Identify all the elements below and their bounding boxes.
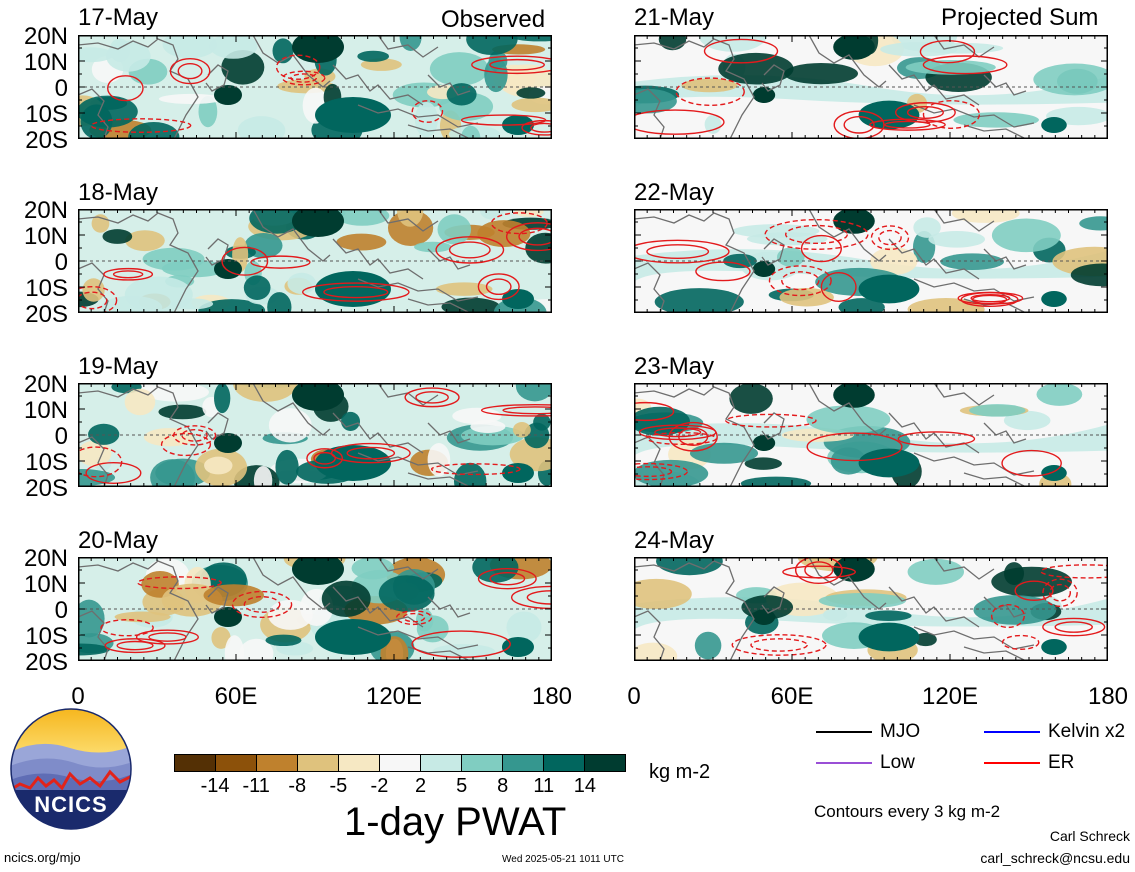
author-email[interactable]: carl_schreck@ncsu.edu (980, 850, 1130, 866)
lat-label: 0 (54, 597, 68, 624)
colorbar-tick-label: -14 (200, 775, 230, 797)
lat-label: 10S (25, 449, 68, 476)
lat-label: 20S (25, 649, 68, 676)
lon-label-left-60e: 60E (214, 683, 258, 710)
lat-label: 10N (23, 223, 68, 250)
lat-label: 10N (23, 397, 68, 424)
legend-low: Low (816, 752, 915, 774)
map-panel-23-may (634, 383, 1108, 487)
timestamp: Wed 2025-05-21 1011 UTC (502, 854, 624, 865)
panel-date-17-may: 17-May (78, 4, 159, 31)
legend-mjo-label: MJO (880, 721, 921, 742)
map-panel-20-may (78, 557, 552, 661)
colorbar-swatch (420, 755, 461, 771)
panel-label-observed: Observed (441, 6, 546, 33)
legend-low-line (816, 761, 872, 764)
lon-label-right-120e: 120E (921, 683, 979, 710)
panel-date-20-may: 20-May (78, 527, 159, 554)
panel-date-21-may: 21-May (634, 4, 715, 31)
colorbar-units: kg m-2 (649, 761, 711, 783)
legend-kelvin: Kelvin x2 (984, 721, 1125, 743)
lat-label: 0 (54, 75, 68, 102)
lat-label: 0 (54, 249, 68, 276)
legend-low-label: Low (880, 752, 915, 773)
lat-label: 0 (54, 423, 68, 450)
colorbar-tick-label: 5 (456, 775, 468, 797)
legend-er: ER (984, 752, 1074, 774)
lat-label: 20S (25, 301, 68, 328)
map-panel-21-may (634, 35, 1108, 139)
lat-label: 20N (23, 371, 68, 398)
lat-label: 20N (23, 197, 68, 224)
map-panel-22-may (634, 209, 1108, 313)
lon-label-right-180: 180 (1087, 683, 1129, 710)
contours-note: Contours every 3 kg m-2 (814, 802, 1001, 821)
colorbar-swatch (175, 755, 215, 771)
map-panel-19-may (78, 383, 552, 487)
colorbar-swatch (297, 755, 338, 771)
colorbar-swatch (461, 755, 502, 771)
colorbar (174, 754, 626, 772)
colorbar-swatch (256, 755, 297, 771)
lon-label-left-120e: 120E (365, 683, 423, 710)
lat-label: 20N (23, 23, 68, 50)
panel-date-23-may: 23-May (634, 353, 715, 380)
legend-kelvin-label: Kelvin x2 (1048, 721, 1126, 742)
colorbar-tick-label: 8 (497, 775, 509, 797)
colorbar-swatch (502, 755, 543, 771)
map-panel-24-may (634, 557, 1108, 661)
lat-label: 20S (25, 127, 68, 154)
legend-mjo: MJO (816, 721, 920, 743)
lat-label: 20S (25, 475, 68, 502)
colorbar-tick-label: -8 (288, 775, 307, 797)
colorbar-title: 1-day PWAT (344, 800, 567, 844)
colorbar-swatch (584, 755, 625, 771)
panel-date-18-may: 18-May (78, 179, 159, 206)
panel-label-projected-sum: Projected Sum (941, 4, 1099, 31)
lon-label-left-180: 180 (531, 683, 573, 710)
colorbar-tick-label: 14 (573, 775, 597, 797)
legend-er-line (984, 761, 1040, 764)
lat-label: 10S (25, 623, 68, 650)
colorbar-swatch (215, 755, 256, 771)
lon-label-left-0: 0 (71, 683, 85, 710)
map-panel-17-may (78, 35, 552, 139)
lon-label-right-0: 0 (627, 683, 641, 710)
panel-date-22-may: 22-May (634, 179, 715, 206)
colorbar-swatch (338, 755, 379, 771)
panel-date-24-may: 24-May (634, 527, 715, 554)
lat-label: 10S (25, 101, 68, 128)
colorbar-tick-label: -11 (242, 775, 270, 797)
author: Carl Schreck (1049, 828, 1130, 844)
lat-label: 10S (25, 275, 68, 302)
legend-mjo-line (816, 730, 872, 733)
colorbar-tick-label: -5 (329, 775, 348, 797)
lat-label: 10N (23, 49, 68, 76)
lon-label-right-60e: 60E (770, 683, 814, 710)
map-panel-18-may (78, 209, 552, 313)
colorbar-swatch (543, 755, 584, 771)
lat-label: 20N (23, 545, 68, 572)
legend-kelvin-line (984, 730, 1040, 733)
colorbar-tick-label: 2 (414, 775, 427, 797)
colorbar-tick-label: 11 (533, 775, 555, 797)
lat-label: 10N (23, 571, 68, 598)
colorbar-tick-label: -2 (370, 775, 389, 797)
logo-text: NCICS (34, 792, 108, 817)
ncics-logo: NCICS (10, 708, 132, 830)
legend-er-label: ER (1048, 752, 1075, 773)
site-link[interactable]: ncics.org/mjo (4, 850, 81, 865)
panel-date-19-may: 19-May (78, 353, 159, 380)
colorbar-swatch (379, 755, 420, 771)
